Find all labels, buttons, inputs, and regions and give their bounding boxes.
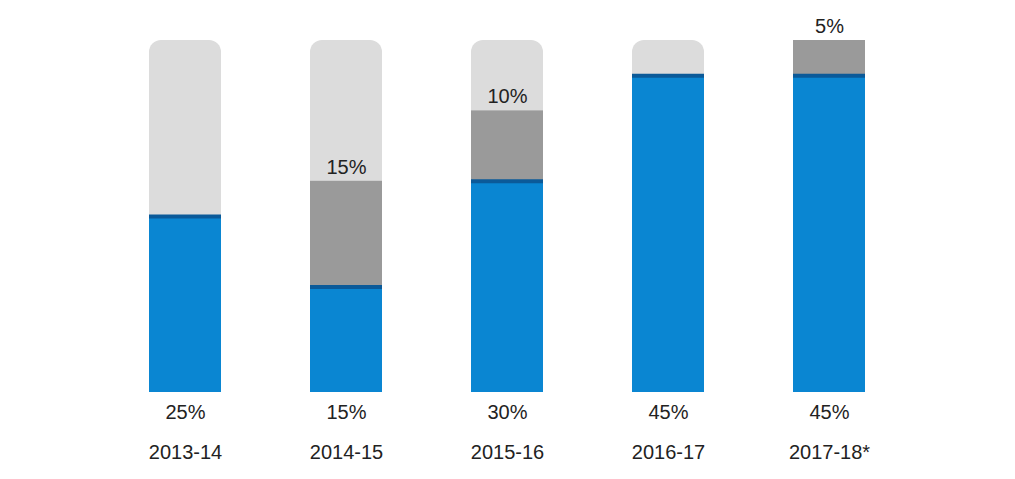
svg-text:10%: 10% xyxy=(487,85,527,107)
svg-text:45%: 45% xyxy=(648,401,688,423)
svg-text:15%: 15% xyxy=(326,156,366,178)
svg-text:30%: 30% xyxy=(487,401,527,423)
svg-text:25%: 25% xyxy=(165,401,205,423)
svg-text:2017-18*: 2017-18* xyxy=(789,441,870,463)
svg-text:2015-16: 2015-16 xyxy=(471,441,544,463)
svg-text:2016-17: 2016-17 xyxy=(632,441,705,463)
svg-text:15%: 15% xyxy=(326,401,366,423)
svg-text:2013-14: 2013-14 xyxy=(149,441,222,463)
svg-text:2014-15: 2014-15 xyxy=(310,441,383,463)
svg-text:5%: 5% xyxy=(815,15,844,37)
svg-text:45%: 45% xyxy=(809,401,849,423)
